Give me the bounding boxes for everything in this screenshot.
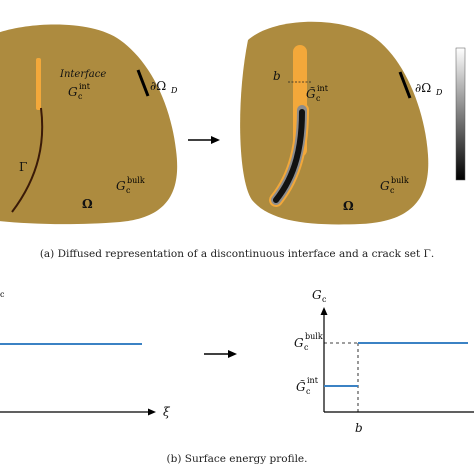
svg-text:c: c — [78, 92, 83, 101]
svg-text:c: c — [322, 295, 327, 304]
bl-x-label: ξ — [163, 405, 171, 419]
svg-text:bulk: bulk — [127, 176, 145, 185]
svg-text:bulk: bulk — [305, 332, 323, 341]
right-g-bulk-label: G c bulk — [380, 176, 409, 195]
right-boundary-segment — [398, 71, 412, 99]
svg-text:G: G — [380, 179, 390, 193]
left-gamma-label: Γ — [19, 160, 27, 174]
svg-text:D: D — [435, 88, 443, 97]
top-transform-arrow — [188, 136, 220, 144]
svg-text:c: c — [304, 343, 309, 352]
svg-text:int: int — [307, 376, 319, 385]
left-boundary-label: ∂Ω D — [150, 79, 178, 95]
br-x-tick-b: b — [355, 421, 363, 435]
right-crack-core — [273, 109, 305, 203]
svg-text:int: int — [79, 82, 91, 91]
right-omega-label: Ω — [343, 199, 354, 213]
colorbar — [455, 47, 466, 181]
br-tick-int-label: G̃ c int — [296, 376, 319, 396]
svg-text:G: G — [294, 336, 304, 350]
left-omega-label: Ω — [82, 197, 93, 211]
svg-text:G̃: G̃ — [306, 86, 316, 101]
left-interface-strip — [36, 58, 41, 110]
right-g-tilde-int-label: G̃ c int — [306, 84, 329, 103]
right-domain-shape — [240, 21, 429, 225]
br-y-arrowhead — [320, 307, 328, 315]
bottom-transform-arrow — [204, 350, 237, 358]
caption-a: (a) Diffused representation of a discont… — [40, 248, 434, 260]
bl-x-arrowhead — [148, 408, 156, 416]
left-g-int-label: G c int — [68, 82, 91, 101]
svg-text:c: c — [390, 186, 395, 195]
br-y-label: G c — [312, 288, 327, 304]
svg-text:c: c — [306, 387, 311, 396]
svg-text:G: G — [312, 288, 322, 302]
left-interface-label: Interface — [59, 69, 106, 80]
svg-text:∂Ω: ∂Ω — [150, 79, 166, 93]
svg-text:G̃: G̃ — [296, 379, 306, 394]
left-boundary-segment — [136, 69, 150, 97]
svg-text:D: D — [170, 86, 178, 95]
bottom-right-plot — [320, 307, 474, 413]
svg-text:bulk: bulk — [391, 176, 409, 185]
svg-text:c: c — [126, 186, 131, 195]
left-g-bulk-label: G c bulk — [116, 176, 145, 195]
br-tick-bulk-label: G c bulk — [294, 332, 323, 352]
caption-b: (b) Surface energy profile. — [167, 453, 308, 465]
svg-text:c: c — [316, 94, 321, 103]
svg-text:∂Ω: ∂Ω — [415, 81, 431, 95]
left-domain-shape — [0, 24, 178, 225]
bottom-left-plot — [0, 343, 156, 416]
svg-text:G: G — [68, 85, 78, 99]
right-boundary-label: ∂Ω D — [415, 81, 443, 97]
right-b-label: b — [273, 69, 281, 83]
left-crack-path — [11, 107, 44, 213]
left-domain — [0, 24, 178, 225]
svg-text:G: G — [116, 179, 126, 193]
svg-text:int: int — [317, 84, 329, 93]
bl-y-label-fragment: c — [0, 290, 5, 299]
right-domain — [240, 21, 429, 225]
